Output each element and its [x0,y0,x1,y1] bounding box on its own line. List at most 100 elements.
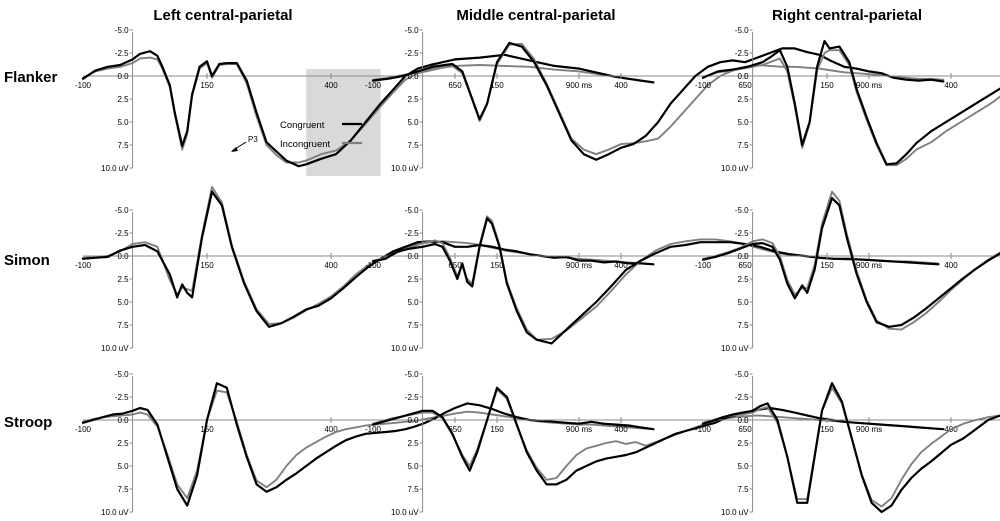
y-tick-label: -5.0 [735,206,749,215]
x-tick-label: -100 [695,425,712,434]
y-tick-label: 2.5 [737,275,749,284]
x-tick-label: 400 [614,81,628,90]
y-tick-label: 0.0 [117,72,129,81]
panel-flanker-right: -100 150 400 650 900 ms -5.0 -2.5 0.0 2.5 5.0 7.5 1… [695,26,1000,173]
panel-stroop-middle: -100 150 400 650 900 ms -5.0 -2.5 0.0 2.5 5.0 7.5 1… [365,370,945,517]
y-tick-label: 7.5 [737,141,749,150]
x-tick-label: 900 ms [566,425,592,434]
y-tick-label: 0.0 [737,416,749,425]
x-tick-label: 650 [448,261,462,270]
x-tick-label: 400 [324,81,338,90]
y-tick-label: 0.0 [117,416,129,425]
y-tick-label: 5.0 [737,462,749,471]
x-tick-label: 650 [738,425,752,434]
y-tick-label: 2.5 [117,275,129,284]
y-tick-label: 5.0 [737,298,749,307]
x-tick-label: 650 [738,81,752,90]
y-tick-label: -2.5 [735,393,749,402]
x-tick-label: -100 [365,81,382,90]
p3-arrowhead [231,147,238,152]
x-tick-label: 400 [944,261,958,270]
x-tick-label: 150 [820,81,834,90]
y-tick-label: 10.0 uV [391,344,419,353]
y-tick-label: 2.5 [737,95,749,104]
y-tick-label: -5.0 [115,206,129,215]
waveform-congruent [701,39,1000,166]
y-tick-label: 2.5 [117,439,129,448]
x-tick-label: 400 [324,261,338,270]
x-tick-label: 900 ms [856,425,882,434]
y-tick-label: 10.0 uV [101,344,129,353]
waveform-congruent [701,382,1000,514]
waveform-incongruent [82,389,655,500]
y-tick-label: 7.5 [117,485,129,494]
waveform-congruent [371,386,945,486]
waveform-congruent [81,382,655,507]
y-tick-label: -5.0 [405,26,419,35]
y-tick-label: 7.5 [407,321,419,330]
x-tick-label: 150 [200,425,214,434]
x-tick-label: 400 [614,425,628,434]
y-tick-label: 10.0 uV [101,164,129,173]
p3-shaded-window [306,69,381,176]
x-tick-label: 900 ms [566,81,592,90]
y-tick-label: 5.0 [117,298,129,307]
y-tick-label: -2.5 [405,393,419,402]
x-tick-label: 650 [448,81,462,90]
x-tick-label: 900 ms [566,261,592,270]
x-tick-label: 900 ms [856,81,882,90]
y-tick-label: 10.0 uV [721,508,749,517]
x-tick-label: -100 [695,81,712,90]
y-tick-label: 10.0 uV [721,164,749,173]
y-tick-label: 0.0 [407,416,419,425]
x-tick-label: -100 [75,261,92,270]
x-tick-label: -100 [365,261,382,270]
x-tick-label: -100 [695,261,712,270]
y-tick-label: 7.5 [117,141,129,150]
legend: Congruent Incongruent [280,120,362,150]
x-tick-label: 150 [490,81,504,90]
y-tick-label: 5.0 [737,118,749,127]
y-tick-label: -5.0 [115,370,129,379]
x-tick-label: 400 [614,261,628,270]
y-tick-label: 7.5 [407,141,419,150]
waveform-incongruent [702,190,1000,331]
panel-flanker-middle: -100 150 400 650 900 ms -5.0 -2.5 0.0 2.5 5.0 7.5 1… [365,26,945,173]
row-label-simon: Simon [4,252,50,269]
y-tick-label: 2.5 [407,275,419,284]
waveform-incongruent [372,388,945,481]
y-tick-label: -2.5 [115,229,129,238]
waveform-congruent [371,217,940,345]
x-tick-label: -100 [365,425,382,434]
x-tick-label: -100 [75,81,92,90]
y-tick-label: 10.0 uV [101,508,129,517]
panel-stroop-left: -100 150 400 650 900 ms -5.0 -2.5 0.0 2.5 5.0 7.5 1… [75,370,655,517]
waveform-congruent [701,196,1000,328]
y-tick-label: 5.0 [407,118,419,127]
p3-label: P3 [248,135,258,144]
y-tick-label: 0.0 [407,252,419,261]
y-tick-label: 7.5 [407,485,419,494]
y-tick-label: 7.5 [737,321,749,330]
legend-label-congruent: Congruent [280,120,325,131]
y-tick-label: -2.5 [405,229,419,238]
y-tick-label: 2.5 [737,439,749,448]
y-tick-label: 0.0 [737,252,749,261]
y-tick-label: 2.5 [117,95,129,104]
x-tick-label: 150 [490,261,504,270]
y-tick-label: 5.0 [407,298,419,307]
y-tick-label: 5.0 [407,462,419,471]
y-tick-label: -2.5 [115,49,129,58]
y-tick-label: -5.0 [405,206,419,215]
x-tick-label: 150 [200,81,214,90]
x-tick-label: 650 [448,425,462,434]
x-tick-label: 150 [820,425,834,434]
column-title-right: Right central-parietal [772,7,922,24]
panel-flanker-left: -100 150 400 650 900 ms -5.0 -2.5 0.0 2.5 5.0 7.5 1… [75,26,655,176]
y-tick-label: 10.0 uV [721,344,749,353]
y-tick-label: 0.0 [407,72,419,81]
y-tick-label: -2.5 [115,393,129,402]
waveform-congruent [371,41,945,161]
